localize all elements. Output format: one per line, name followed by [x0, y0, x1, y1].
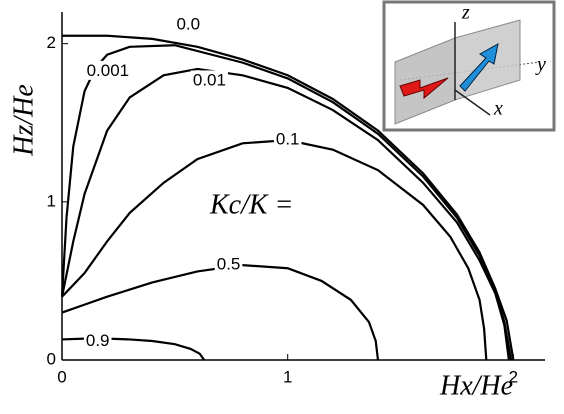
- x-tick-label: 1: [283, 367, 292, 386]
- curve: [61, 139, 488, 361]
- curve: [61, 263, 380, 361]
- x-tick-label: 2: [509, 367, 518, 386]
- curve-label: 0.9: [86, 331, 110, 350]
- label-background: [273, 129, 302, 149]
- inset-axis: [454, 89, 491, 116]
- x-axis-label: Hx/He: [439, 370, 513, 401]
- inset-label: y: [535, 54, 546, 76]
- inset-arrow: [459, 43, 499, 92]
- y-axis-label: Hz/He: [8, 84, 39, 157]
- curve: [60, 67, 510, 361]
- curve-label: 0.5: [217, 255, 241, 274]
- y-tick-label: 0: [47, 349, 56, 368]
- annotation: Kc/K =: [209, 189, 293, 220]
- label-background: [83, 330, 112, 350]
- curve-label: 0.0: [176, 14, 200, 33]
- x-tick-label: 0: [57, 367, 66, 386]
- label-background: [174, 14, 203, 34]
- inset: z y x: [382, 0, 556, 132]
- inset-label: z: [461, 2, 470, 24]
- curve-label: 0.01: [193, 70, 226, 89]
- curve: [61, 337, 206, 361]
- curve-label: 0.001: [87, 61, 130, 80]
- label-background: [214, 254, 243, 274]
- curve-label: 0.1: [276, 130, 300, 149]
- curve: [60, 44, 513, 361]
- label-background: [190, 70, 228, 90]
- y-tick-label: 2: [47, 33, 56, 52]
- label-background: [84, 60, 132, 80]
- inset-arrow: [399, 77, 449, 100]
- inset-label: x: [493, 98, 503, 120]
- y-tick-label: 1: [47, 191, 56, 210]
